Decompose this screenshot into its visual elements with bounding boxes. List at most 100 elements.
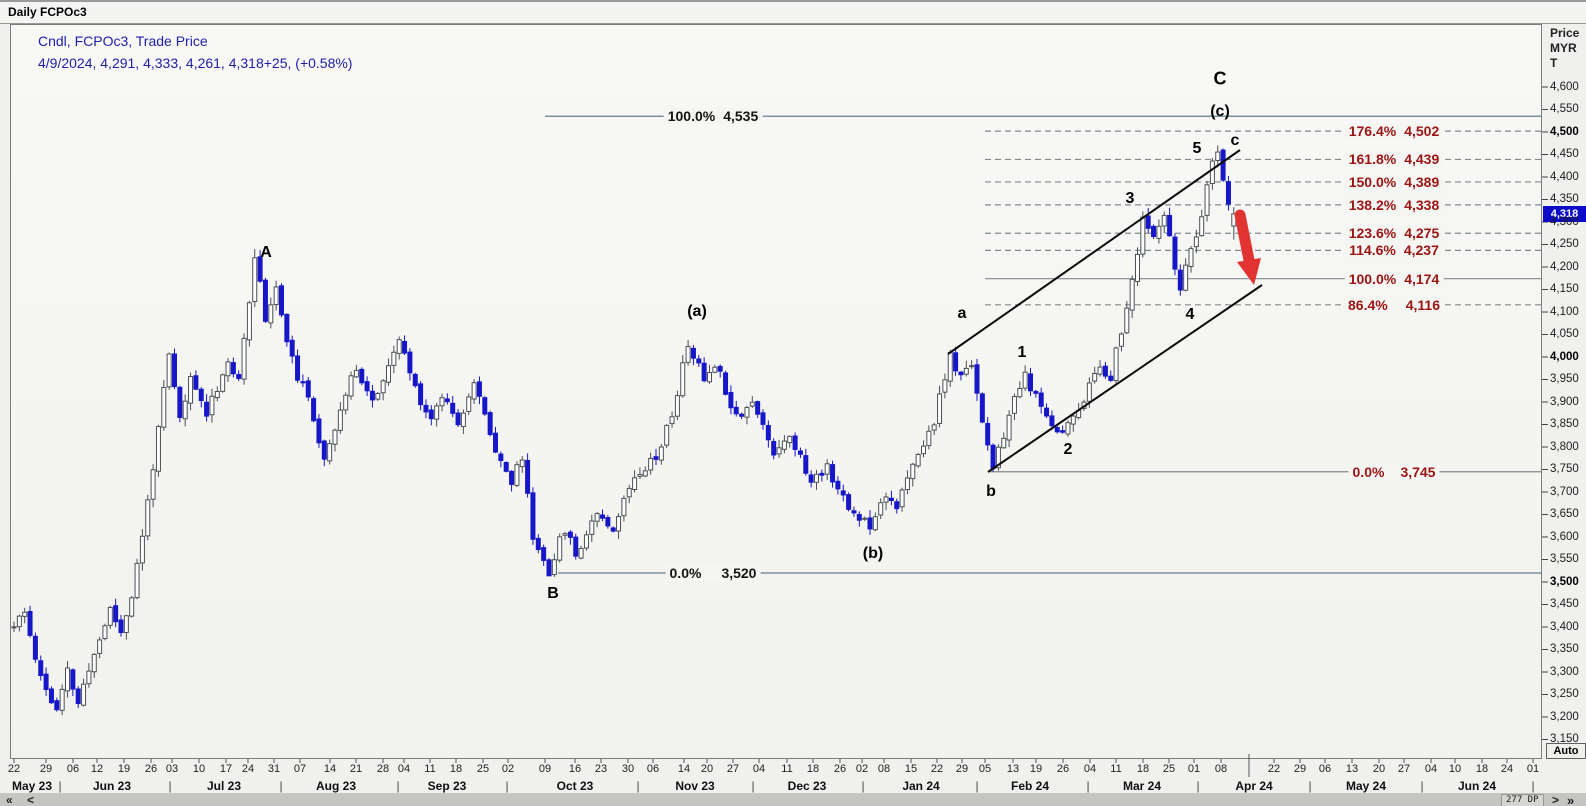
- fib-label-100.0%-4,535: 100.0% 4,535: [663, 108, 763, 125]
- wave-label-5: 5: [1192, 140, 1202, 157]
- price-tick-label: 3,400: [1550, 620, 1579, 633]
- date-tick-label: 07: [293, 763, 307, 775]
- fib-label-161.8%-4,439: 161.8% 4,439: [1344, 151, 1444, 168]
- horizontal-scrollbar[interactable]: « < 277 DP > »: [0, 793, 1586, 806]
- month-label: Apr 24: [1235, 779, 1273, 793]
- price-tick-label: 4,000: [1550, 350, 1579, 363]
- fib-price: 4,502: [1404, 123, 1440, 140]
- fib-percent: 86.4%: [1348, 296, 1388, 313]
- date-tick-label: 31: [267, 763, 281, 775]
- fib-percent: 100.0%: [1348, 270, 1397, 287]
- chart-plot-area[interactable]: [10, 24, 1542, 759]
- month-label: Aug 23: [315, 779, 357, 793]
- price-tick-label: 4,250: [1550, 238, 1579, 250]
- date-tick-label: 14: [677, 763, 691, 775]
- date-tick-label: 30: [621, 763, 635, 775]
- legend-series-label: Cndl, FCPOc3, Trade Price: [38, 33, 208, 49]
- date-tick-label: 11: [781, 763, 793, 775]
- wave-label-C: C: [1213, 68, 1227, 89]
- fib-label-0.0%-3,520: 0.0% 3,520: [665, 565, 761, 581]
- chart-legend: Cndl, FCPOc3, Trade Price 4/9/2024, 4,29…: [38, 30, 352, 74]
- wave-label-c: (c): [1210, 103, 1230, 120]
- date-tick-label: 20: [700, 763, 714, 775]
- month-separator: |: [505, 779, 509, 793]
- month-separator: |: [1196, 779, 1200, 793]
- date-tick-label: 08: [1214, 763, 1228, 775]
- date-tick-label: 13: [1006, 763, 1020, 775]
- date-tick-label: 13: [1345, 763, 1359, 775]
- date-tick-label: 29: [955, 763, 969, 775]
- price-tick-label: 4,050: [1550, 328, 1579, 340]
- fib-percent: 176.4%: [1348, 123, 1397, 140]
- month-label: May 23: [11, 779, 53, 793]
- date-tick-label: 04: [1083, 763, 1097, 775]
- wave-label-2: 2: [1063, 441, 1073, 458]
- fib-label-138.2%-4,338: 138.2% 4,338: [1344, 196, 1444, 213]
- price-tick-label: 3,200: [1550, 710, 1579, 723]
- price-tick-label: 4,300: [1550, 215, 1579, 228]
- fib-percent: 100.0%: [667, 108, 716, 125]
- price-tick-label: 4,550: [1550, 103, 1579, 115]
- date-tick-label: 15: [904, 763, 918, 775]
- date-tick-label: 04: [752, 763, 766, 775]
- price-tick-label: 3,850: [1550, 418, 1579, 430]
- month-label: Mar 24: [1122, 779, 1162, 793]
- date-tick-label: 06: [1318, 763, 1332, 775]
- auto-scale-button[interactable]: Auto: [1546, 743, 1586, 759]
- scroll-right-button[interactable]: >: [1552, 793, 1560, 806]
- fib-price: 4,535: [723, 108, 759, 125]
- price-tick-label: 4,400: [1550, 170, 1579, 183]
- month-separator: |: [1086, 779, 1090, 793]
- fib-percent: 138.2%: [1348, 196, 1397, 213]
- date-tick-label: 29: [39, 763, 53, 775]
- date-tick-label: 23: [594, 763, 608, 775]
- fib-percent: 114.6%: [1349, 242, 1396, 259]
- price-tick-label: 3,550: [1550, 553, 1579, 565]
- date-tick-label: 06: [646, 763, 660, 775]
- date-tick-label: 27: [1397, 763, 1411, 775]
- month-separator: |: [168, 779, 172, 793]
- wave-label-A: A: [260, 244, 272, 261]
- price-tick-label: 3,300: [1550, 665, 1579, 678]
- last-price-badge: 4,318: [1543, 205, 1586, 222]
- fib-label-100.0%-4,174: 100.0% 4,174: [1344, 270, 1444, 287]
- price-axis-title-line: T: [1550, 56, 1558, 70]
- date-tick-label: 24: [1500, 763, 1514, 775]
- date-tick-label: 17: [219, 763, 233, 775]
- date-tick-label: 18: [806, 763, 820, 775]
- month-separator: |: [861, 779, 865, 793]
- scroll-left-button[interactable]: <: [27, 793, 35, 806]
- month-separator: |: [1531, 779, 1535, 793]
- wave-label-b: b: [986, 483, 996, 500]
- date-tick-label: 29: [1293, 763, 1307, 775]
- price-tick-label: 3,750: [1550, 463, 1579, 475]
- month-label: Nov 23: [675, 779, 715, 793]
- date-tick-label: 21: [349, 763, 363, 775]
- fib-price: 4,174: [1404, 270, 1440, 287]
- price-tick-label: 3,950: [1550, 373, 1579, 385]
- date-tick-label: 12: [90, 763, 104, 775]
- month-label: Jul 23: [206, 779, 242, 793]
- date-tick-label: 11: [1110, 763, 1122, 775]
- price-tick-label: 4,150: [1550, 283, 1579, 295]
- month-separator: |: [58, 779, 62, 793]
- month-separator: |: [975, 779, 979, 793]
- fib-percent: 150.0%: [1348, 173, 1397, 190]
- date-tick-label: 06: [66, 763, 80, 775]
- scroll-far-left-button[interactable]: «: [6, 793, 13, 806]
- price-tick-label: 3,350: [1550, 643, 1579, 655]
- fib-price: 4,116: [1405, 296, 1440, 313]
- date-tick-label: 01: [1187, 763, 1201, 775]
- price-tick-label: 4,500: [1550, 125, 1579, 138]
- window-title: Daily FCPOc3: [8, 5, 87, 19]
- date-tick-label: 18: [1136, 763, 1150, 775]
- date-tick-label: 10: [1448, 763, 1462, 775]
- date-tick-label: 26: [1056, 763, 1070, 775]
- month-label: May 24: [1345, 779, 1387, 793]
- scroll-far-right-button[interactable]: »: [1567, 793, 1575, 806]
- price-tick-label: 3,900: [1550, 395, 1579, 408]
- date-tick-label: 20: [1372, 763, 1386, 775]
- wave-label-4: 4: [1185, 306, 1195, 323]
- fib-price: 3,520: [721, 565, 757, 581]
- price-tick-label: 3,800: [1550, 440, 1579, 453]
